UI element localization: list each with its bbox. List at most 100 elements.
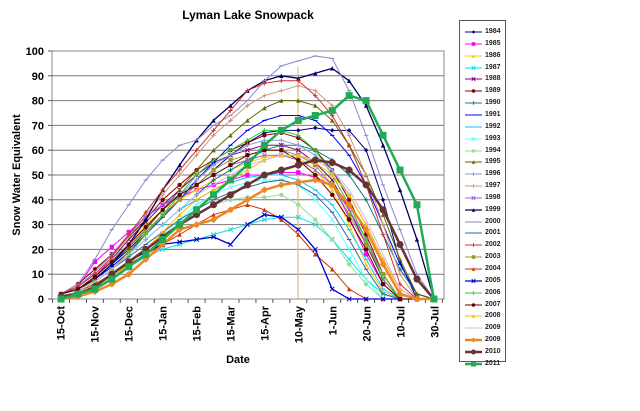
legend-label: 1989 — [485, 87, 501, 95]
legend-label: 1994 — [485, 146, 501, 154]
legend-item: 1997 — [463, 181, 505, 191]
x-axis-label: Date — [226, 354, 250, 366]
legend-item: 2005 — [463, 276, 505, 286]
legend-swatch-icon — [465, 195, 482, 201]
legend-label: 1984 — [485, 28, 501, 35]
legend-label: 2008 — [485, 312, 501, 320]
legend-label: 1999 — [485, 205, 501, 213]
legend-item: 1999 — [463, 205, 505, 215]
legend-label: 2006 — [485, 288, 501, 296]
y-tick-label: 60 — [32, 145, 44, 157]
legend-item: 1987 — [463, 63, 505, 73]
legend-item: 2003 — [463, 252, 505, 262]
legend-swatch-icon — [465, 267, 482, 271]
legend-swatch-icon — [465, 302, 482, 307]
legend-label: 2002 — [485, 241, 501, 249]
y-tick-label: 10 — [32, 269, 44, 281]
legend-swatch-icon — [465, 243, 482, 248]
legend-item: 1984 — [463, 27, 505, 37]
y-tick-label: 100 — [26, 46, 44, 58]
legend-item: 2010 — [463, 347, 505, 357]
legend-label: 1998 — [485, 193, 501, 201]
legend-label: 2000 — [485, 217, 501, 225]
y-axis: 0 10 20 30 40 50 60 70 80 90 100 — [26, 46, 52, 306]
x-tick-label: 15-Dec — [124, 306, 136, 342]
legend-label: 1996 — [485, 170, 501, 178]
legend-item: 2000 — [463, 217, 505, 227]
legend-swatch-icon — [465, 160, 482, 165]
legend-swatch-icon — [465, 126, 482, 128]
x-tick-label: 15-Apr — [260, 305, 272, 341]
legend-item: 2006 — [463, 288, 505, 298]
x-tick-label: 20-Jun — [362, 306, 374, 342]
legend-swatch-icon — [465, 136, 482, 141]
legend-label: 2007 — [485, 300, 501, 308]
legend: 1984 1985 1986 1987 1988 1989 1990 1991 1992 1993… — [459, 20, 506, 367]
legend-label: 1997 — [485, 182, 501, 190]
series-group — [57, 55, 438, 303]
legend-label: 1992 — [485, 122, 501, 130]
legend-label: 2005 — [485, 276, 501, 284]
x-tick-label: 30-Jul — [430, 306, 442, 338]
legend-swatch-icon — [465, 89, 482, 94]
y-tick-label: 20 — [32, 244, 44, 256]
legend-label: 1987 — [485, 63, 501, 71]
legend-item: 2007 — [463, 300, 505, 310]
x-tick-label: 15-Feb — [192, 306, 204, 342]
legend-swatch-icon — [465, 290, 482, 295]
legend-swatch-icon — [465, 337, 482, 343]
legend-swatch-icon — [465, 278, 482, 283]
y-tick-label: 50 — [32, 170, 44, 182]
legend-swatch-icon — [465, 221, 482, 223]
legend-swatch-icon — [465, 65, 482, 70]
legend-label: 1985 — [485, 39, 501, 47]
y-tick-label: 80 — [32, 96, 44, 108]
legend-label: 1990 — [485, 99, 501, 107]
legend-swatch-icon — [465, 314, 482, 319]
legend-item: 1994 — [463, 146, 505, 156]
legend-label: 2010 — [485, 347, 501, 355]
legend-swatch-icon — [465, 42, 482, 46]
series-2000 — [58, 55, 437, 300]
x-axis: 15-Oct 15-Nov 15-Dec 15-Jan 15-Feb 15-Mar 15-A… — [52, 299, 443, 343]
legend-item: 1986 — [463, 51, 505, 61]
legend-swatch-icon — [465, 255, 482, 259]
legend-label: 2001 — [485, 229, 501, 237]
legend-item: 2008 — [463, 311, 505, 321]
legend-label: 1988 — [485, 75, 501, 83]
y-tick-label: 40 — [32, 195, 44, 207]
y-tick-label: 70 — [32, 120, 44, 132]
series-2011 — [57, 92, 438, 303]
legend-label: 1995 — [485, 158, 501, 166]
legend-item: 1992 — [463, 122, 505, 132]
legend-item: 2001 — [463, 228, 505, 238]
legend-swatch-icon — [465, 361, 482, 367]
legend-swatch-icon — [465, 327, 482, 329]
x-tick-label: 15-Nov — [90, 305, 102, 343]
legend-item: 1996 — [463, 169, 505, 179]
legend-item: 1995 — [463, 157, 505, 167]
legend-swatch-icon — [465, 232, 482, 234]
legend-swatch-icon — [465, 349, 482, 355]
legend-swatch-icon — [465, 101, 482, 105]
legend-item: 1998 — [463, 193, 505, 203]
legend-label: 2003 — [485, 253, 501, 261]
series-2009 — [57, 176, 438, 303]
y-tick-label: 0 — [38, 294, 44, 306]
legend-item: 1991 — [463, 110, 505, 120]
x-tick-label: 10-May — [294, 305, 306, 343]
x-tick-label: 15-Jan — [158, 306, 170, 341]
legend-swatch-icon — [465, 77, 482, 82]
legend-swatch-icon — [465, 53, 482, 58]
legend-item: 2002 — [463, 240, 505, 250]
x-tick-label: 15-Oct — [56, 306, 68, 341]
legend-label: 2004 — [485, 265, 501, 272]
legend-item: 2004 — [463, 264, 505, 274]
legend-item: 2011 — [463, 359, 505, 369]
y-axis-label: Snow Water Equivalent — [11, 114, 23, 236]
legend-swatch-icon — [465, 184, 482, 188]
legend-item: 1988 — [463, 74, 505, 84]
x-tick-label: 10-Jul — [396, 306, 408, 338]
legend-item: 1993 — [463, 134, 505, 144]
